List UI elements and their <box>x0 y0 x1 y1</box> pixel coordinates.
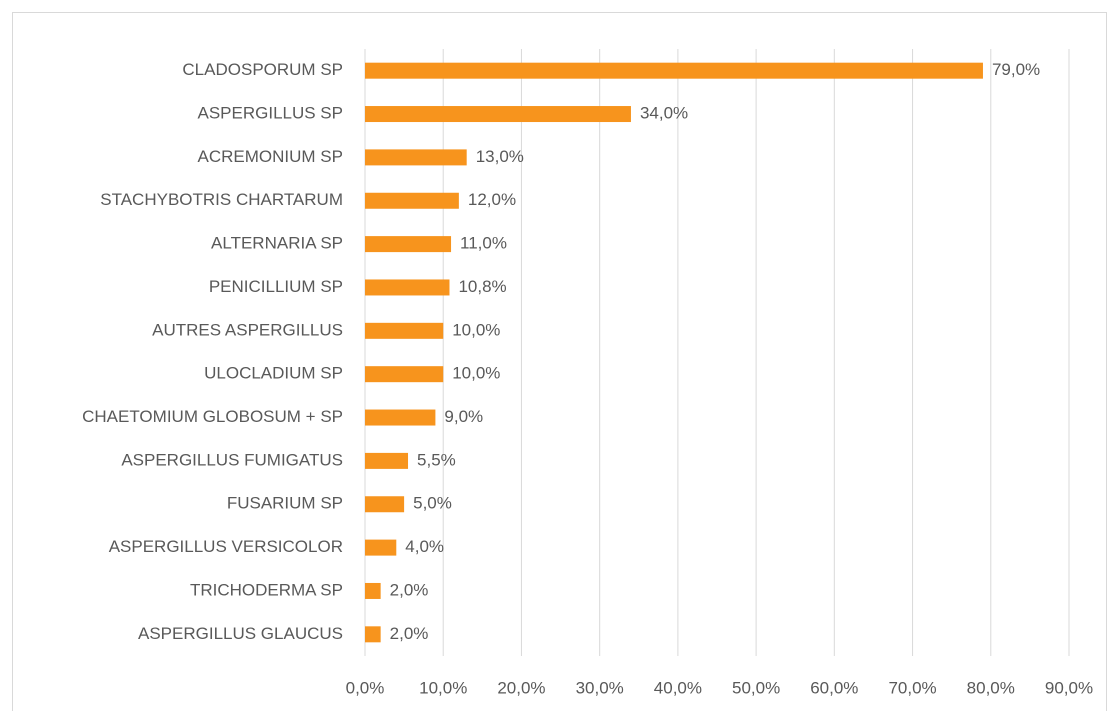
data-label: 79,0% <box>992 60 1040 79</box>
data-label: 10,8% <box>458 277 506 296</box>
bar <box>365 582 381 599</box>
y-tick-label: AUTRES ASPERGILLUS <box>152 320 343 339</box>
x-tick-label: 10,0% <box>419 678 467 697</box>
y-tick-label: ASPERGILLUS SP <box>197 104 343 123</box>
x-tick-label: 80,0% <box>967 678 1015 697</box>
x-tick-label: 50,0% <box>732 678 780 697</box>
y-tick-label: STACHYBOTRIS CHARTARUM <box>100 190 343 209</box>
bar <box>365 366 444 383</box>
bar <box>365 452 409 469</box>
y-tick-label: ALTERNARIA SP <box>211 234 343 253</box>
bar <box>365 322 444 339</box>
data-label: 9,0% <box>444 407 483 426</box>
data-label: 4,0% <box>405 537 444 556</box>
bar <box>365 496 405 513</box>
data-label: 12,0% <box>468 190 516 209</box>
data-label: 2,0% <box>390 624 429 643</box>
x-tick-label: 40,0% <box>654 678 702 697</box>
chart-border <box>12 12 1107 711</box>
data-label: 10,0% <box>452 320 500 339</box>
bar <box>365 539 397 556</box>
y-tick-label: ULOCLADIUM SP <box>204 364 343 383</box>
y-tick-label: ASPERGILLUS GLAUCUS <box>138 624 343 643</box>
bar <box>365 626 381 643</box>
x-tick-label: 60,0% <box>810 678 858 697</box>
bar <box>365 279 450 296</box>
y-tick-label: CLADOSPORUM SP <box>182 60 343 79</box>
data-label: 5,5% <box>417 450 456 469</box>
y-tick-label: ASPERGILLUS VERSICOLOR <box>109 537 343 556</box>
data-label: 2,0% <box>390 580 429 599</box>
bar <box>365 236 452 253</box>
y-tick-label: ACREMONIUM SP <box>198 147 343 166</box>
data-label: 34,0% <box>640 104 688 123</box>
y-tick-label: TRICHODERMA SP <box>190 580 343 599</box>
y-tick-label: CHAETOMIUM GLOBOSUM + SP <box>82 407 343 426</box>
data-label: 11,0% <box>460 234 507 253</box>
bar <box>365 62 983 79</box>
bar <box>365 149 467 166</box>
bar <box>365 409 436 426</box>
data-label: 13,0% <box>476 147 524 166</box>
bar <box>365 106 631 123</box>
y-tick-label: ASPERGILLUS FUMIGATUS <box>121 450 343 469</box>
x-tick-label: 90,0% <box>1045 678 1093 697</box>
data-label: 5,0% <box>413 494 452 513</box>
x-tick-label: 70,0% <box>888 678 936 697</box>
x-tick-label: 30,0% <box>576 678 624 697</box>
y-tick-label: FUSARIUM SP <box>227 494 343 513</box>
y-tick-label: PENICILLIUM SP <box>209 277 343 296</box>
bar <box>365 192 459 209</box>
x-tick-label: 20,0% <box>497 678 545 697</box>
data-label: 10,0% <box>452 364 500 383</box>
x-tick-label: 0,0% <box>346 678 385 697</box>
